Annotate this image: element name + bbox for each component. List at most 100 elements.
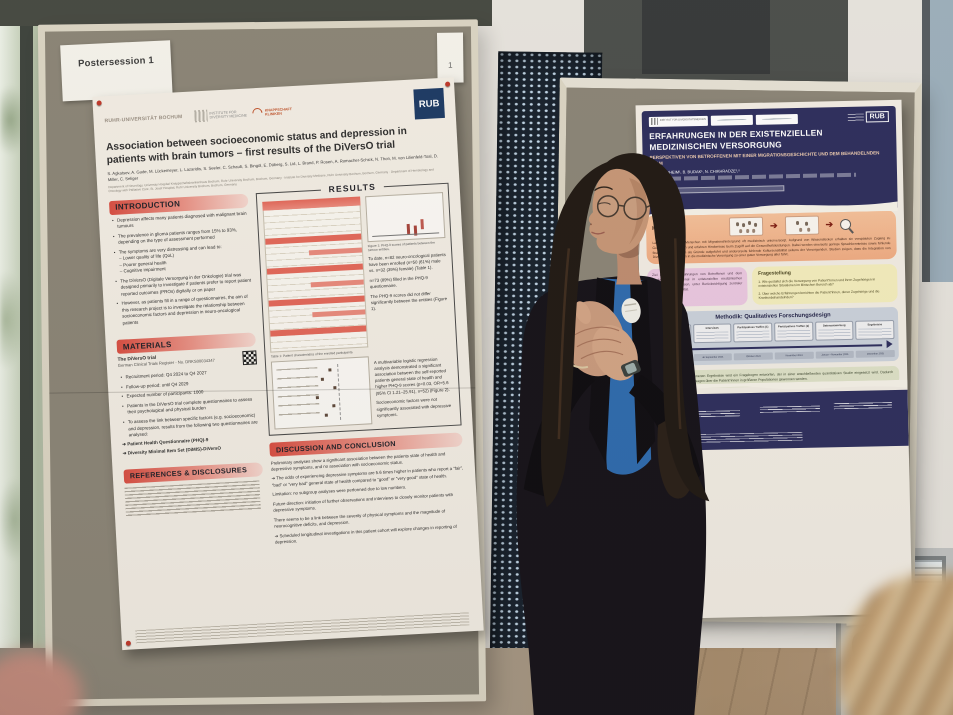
people-dots bbox=[795, 221, 800, 225]
methodik-step: Ergebnisse bbox=[855, 320, 895, 340]
hair-highlight bbox=[557, 248, 571, 440]
institute-building-icon bbox=[194, 109, 208, 123]
hair bbox=[540, 153, 710, 508]
rub-logo-text-lines bbox=[847, 113, 864, 122]
institute-logo-label: INSTITUT FÜR DIVERSITÄTSMEDIZIN bbox=[659, 117, 706, 122]
figure-2-row-labels bbox=[276, 367, 320, 422]
footer-fine-print bbox=[759, 405, 820, 413]
results-paragraph: A multivariable logistic regression anal… bbox=[373, 356, 450, 396]
poster-erfahrungen: INSTITUT FÜR DIVERSITÄTSMEDIZIN RUB ERFA… bbox=[635, 99, 913, 620]
poster-footer: Kontakt bbox=[641, 379, 909, 452]
lapel-right bbox=[630, 279, 656, 465]
rub-logo: RUB bbox=[413, 87, 445, 120]
table-cell-highlight bbox=[312, 309, 366, 317]
results-table bbox=[262, 196, 369, 353]
rub-logo: RUB bbox=[847, 111, 889, 123]
pin-icon bbox=[96, 100, 102, 106]
poster-footnotes bbox=[135, 612, 470, 644]
poster-header: INSTITUT FÜR DIVERSITÄTSMEDIZIN RUB ERFA… bbox=[641, 105, 898, 217]
arrow-right-icon: ➔ bbox=[769, 220, 778, 231]
timeline-chip: Oktober 2024 bbox=[734, 352, 773, 361]
timeline-chip: November 2024 bbox=[774, 351, 814, 360]
introduction-bullet: However, as patients fill in a range of … bbox=[121, 294, 255, 327]
pin-icon bbox=[125, 640, 132, 646]
knappschaft-arc-icon bbox=[250, 105, 265, 121]
results-paragraph: Socioeconomic factors were not significa… bbox=[376, 396, 452, 418]
rub-logo-box: RUB bbox=[865, 111, 889, 123]
diversity-institute-logo: INSTITUT FÜR DIVERSITÄTSMEDIZIN bbox=[648, 115, 709, 127]
fragestellung-q2: 2. Über welche Erfahrungen berichten die… bbox=[758, 288, 880, 301]
institute-building-icon bbox=[650, 117, 658, 126]
figure-1-chart bbox=[364, 191, 446, 242]
institute-logo-label: INSTITUTE FOR DIVERSITY MEDICINE bbox=[209, 109, 248, 120]
methodik-step: Partizipatives Treffen (1) bbox=[733, 322, 773, 343]
people-group-icon bbox=[728, 216, 764, 237]
references-fine-print bbox=[124, 479, 262, 518]
knappschaft-logo-label: KNAPPSCHAFT KLINIKEN bbox=[264, 106, 292, 117]
hair-highlight bbox=[673, 238, 682, 430]
board-number-note-1: 1 bbox=[436, 32, 464, 83]
window-far-right bbox=[922, 0, 953, 282]
table-cell-highlight bbox=[309, 247, 362, 256]
table-section-row bbox=[267, 263, 363, 275]
logo-row: INSTITUT FÜR DIVERSITÄTSMEDIZIN RUB bbox=[648, 111, 889, 127]
figure-1-bars bbox=[407, 223, 411, 234]
arrow-right-icon: ➔ bbox=[825, 219, 834, 230]
timeline-chip: Dezember 2025 bbox=[856, 349, 895, 358]
fragestellung-title: Fragestellung bbox=[758, 270, 791, 277]
presenter bbox=[516, 153, 710, 715]
magnifier-icon bbox=[840, 218, 852, 231]
results-paragraph: The PHQ-9 scores did not differ signific… bbox=[370, 290, 448, 312]
poster-left-column: INTRODUCTION Depression affects many pat… bbox=[108, 193, 267, 554]
results-section: RESULTS bbox=[256, 180, 462, 436]
window-pane-right bbox=[642, 0, 770, 74]
window-left-frame bbox=[20, 0, 33, 648]
introduction-bullets: Depression affects many patients diagnos… bbox=[110, 210, 255, 327]
poster-board-right: 2 INSTITUT FÜR DIVERSITÄTSMEDIZIN RUB ER bbox=[552, 77, 922, 625]
methodik-step: Datenauswertung bbox=[814, 321, 854, 341]
fragestellung-q1: 1. Wie gestaltet sich die Versorgung von… bbox=[758, 277, 876, 289]
results-paragraph: n=73 (89%) filled in the PHQ-9 questionn… bbox=[369, 274, 428, 290]
face bbox=[588, 160, 651, 254]
people-dots bbox=[735, 222, 740, 226]
footer-fine-print bbox=[833, 401, 892, 410]
results-paragraphs-top: To date, n=82 neuro-oncological patients… bbox=[368, 252, 449, 313]
cheek-shading bbox=[629, 178, 647, 245]
results-paragraph: To date, n=82 neuro-oncological patients… bbox=[368, 251, 446, 274]
diversity-institute-logo: INSTITUTE FOR DIVERSITY MEDICINE bbox=[194, 108, 247, 123]
table-body bbox=[263, 205, 369, 353]
discussion-paragraphs: Preliminary analyses show a significant … bbox=[271, 450, 468, 546]
figure-1-caption: Figure 1: PHQ-9 scores of patients betwe… bbox=[367, 240, 436, 253]
nostril bbox=[590, 223, 592, 226]
lips bbox=[591, 231, 605, 235]
knappschaft-logo: KNAPPSCHAFT KLINIKEN bbox=[250, 105, 293, 121]
discussion-section: DISCUSSION AND CONCLUSION Preliminary an… bbox=[269, 432, 468, 546]
poster-diverso: RUHR-UNIVERSITÄT BOCHUM INSTITUTE FOR DI… bbox=[92, 77, 484, 651]
session-sign-label: Postersession 1 bbox=[77, 54, 155, 70]
table-section-row bbox=[270, 325, 367, 337]
eyebrow bbox=[594, 186, 613, 191]
timeline-chip: Januar – November 2025 bbox=[815, 350, 855, 359]
session-sign: Postersession 1 bbox=[60, 40, 173, 102]
header-wave bbox=[643, 201, 898, 217]
results-figure-column: Figure 1: PHQ-9 scores of patients betwe… bbox=[364, 191, 451, 347]
partner-logo bbox=[755, 113, 799, 125]
table-cell-highlight bbox=[310, 279, 364, 288]
glasses-icon bbox=[596, 195, 662, 221]
hair-strand-front bbox=[657, 420, 690, 499]
results-paragraphs-bottom: A multivariable logistic regression anal… bbox=[374, 352, 456, 424]
poster-board-left: Postersession 1 1 RUHR-UNIVERSITÄT BOCHU… bbox=[37, 19, 487, 707]
watch bbox=[620, 359, 641, 377]
figure-2-data-points bbox=[328, 368, 332, 372]
figure-2-forest-plot bbox=[271, 356, 373, 430]
methodik-step: Partizipatives Treffen (2) bbox=[774, 321, 814, 342]
materials-bullets: Recruitment period: Q4 2024 to Q4 2027Fo… bbox=[118, 368, 261, 440]
fragestellung-box: Fragestellung 1. Wie gestaltet sich die … bbox=[751, 264, 898, 306]
board-number-1: 1 bbox=[448, 60, 453, 70]
poster-right-column: RESULTS bbox=[256, 180, 468, 546]
pin-icon bbox=[444, 81, 451, 87]
university-logo: RUHR-UNIVERSITÄT BOCHUM bbox=[104, 114, 183, 125]
name-badge bbox=[621, 298, 641, 324]
eye bbox=[597, 202, 611, 205]
